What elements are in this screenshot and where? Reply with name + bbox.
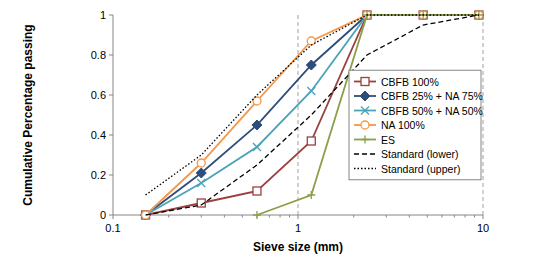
x-minor-tick (465, 215, 466, 218)
legend-box (349, 70, 481, 180)
legend-marker (361, 107, 369, 115)
x-minor-tick (242, 215, 243, 218)
x-minor-tick (353, 215, 354, 218)
series-marker (253, 211, 261, 219)
x-axis-label: Sieve size (mm) (253, 240, 343, 254)
y-tick-label: 0.6 (91, 89, 106, 101)
x-minor-tick (224, 215, 225, 218)
legend-label: Standard (upper) (381, 163, 460, 175)
x-tick-label: 1 (295, 222, 301, 234)
x-tick-label: 10 (477, 222, 489, 234)
series-marker (197, 179, 205, 187)
legend-label: Standard (lower) (381, 148, 459, 160)
y-tick-label: 0.2 (91, 169, 106, 181)
x-minor-tick (168, 215, 169, 218)
x-minor-tick (280, 215, 281, 218)
x-tick (483, 215, 484, 219)
legend-label: NA 100% (381, 119, 425, 131)
series-marker (307, 191, 315, 199)
grid-line (298, 15, 299, 215)
x-minor-tick (269, 215, 270, 218)
series-marker (252, 120, 262, 130)
x-tick (113, 215, 114, 219)
x-minor-tick (409, 215, 410, 218)
y-tick (109, 135, 113, 136)
y-tick (109, 215, 113, 216)
x-minor-tick (289, 215, 290, 218)
legend: CBFB 100% CBFB 25% + NA 75% CBFB 50% + NA … (349, 70, 483, 180)
x-tick (298, 215, 299, 219)
y-tick (109, 175, 113, 176)
series-marker (253, 187, 261, 195)
y-axis (113, 15, 114, 215)
y-tick (109, 95, 113, 96)
x-minor-tick (474, 215, 475, 218)
series-marker (253, 97, 261, 105)
series-marker (307, 87, 315, 95)
legend-label: ES (381, 134, 395, 146)
x-minor-tick (386, 215, 387, 218)
legend-line (354, 153, 376, 154)
legend-label: CBFB 25% + NA 75% (381, 90, 483, 102)
x-minor-tick (441, 215, 442, 218)
legend-marker (361, 121, 369, 129)
plot-area (141, 10, 484, 220)
series-marker (306, 60, 316, 70)
series-marker (196, 168, 206, 178)
x-tick-label: 0.1 (105, 222, 120, 234)
y-tick-label: 0.8 (91, 49, 106, 61)
y-tick (109, 15, 113, 16)
x-minor-tick (201, 215, 202, 218)
y-tick-label: 0 (100, 209, 106, 221)
x-minor-tick (427, 215, 428, 218)
series-marker (197, 159, 205, 167)
legend-marker (360, 91, 370, 101)
chart: 0 0.2 0.4 0.6 0.8 1 0.1 1 10 Sieve size (mm) Cumul… (0, 0, 548, 269)
legend-label: CBFB 100% (381, 76, 439, 88)
y-tick-label: 1 (100, 9, 106, 21)
series-marker (307, 37, 315, 45)
y-tick (109, 55, 113, 56)
legend-marker (361, 78, 369, 86)
legend-label: CBFB 50% + NA 50% (381, 105, 483, 117)
series-marker (253, 143, 261, 151)
x-minor-tick (454, 215, 455, 218)
series-marker (307, 137, 315, 145)
y-tick-label: 0.4 (91, 129, 106, 141)
y-axis-label: Cumulative Percentage passing (21, 24, 35, 205)
legend-marker (361, 136, 369, 144)
legend-line (354, 168, 376, 169)
